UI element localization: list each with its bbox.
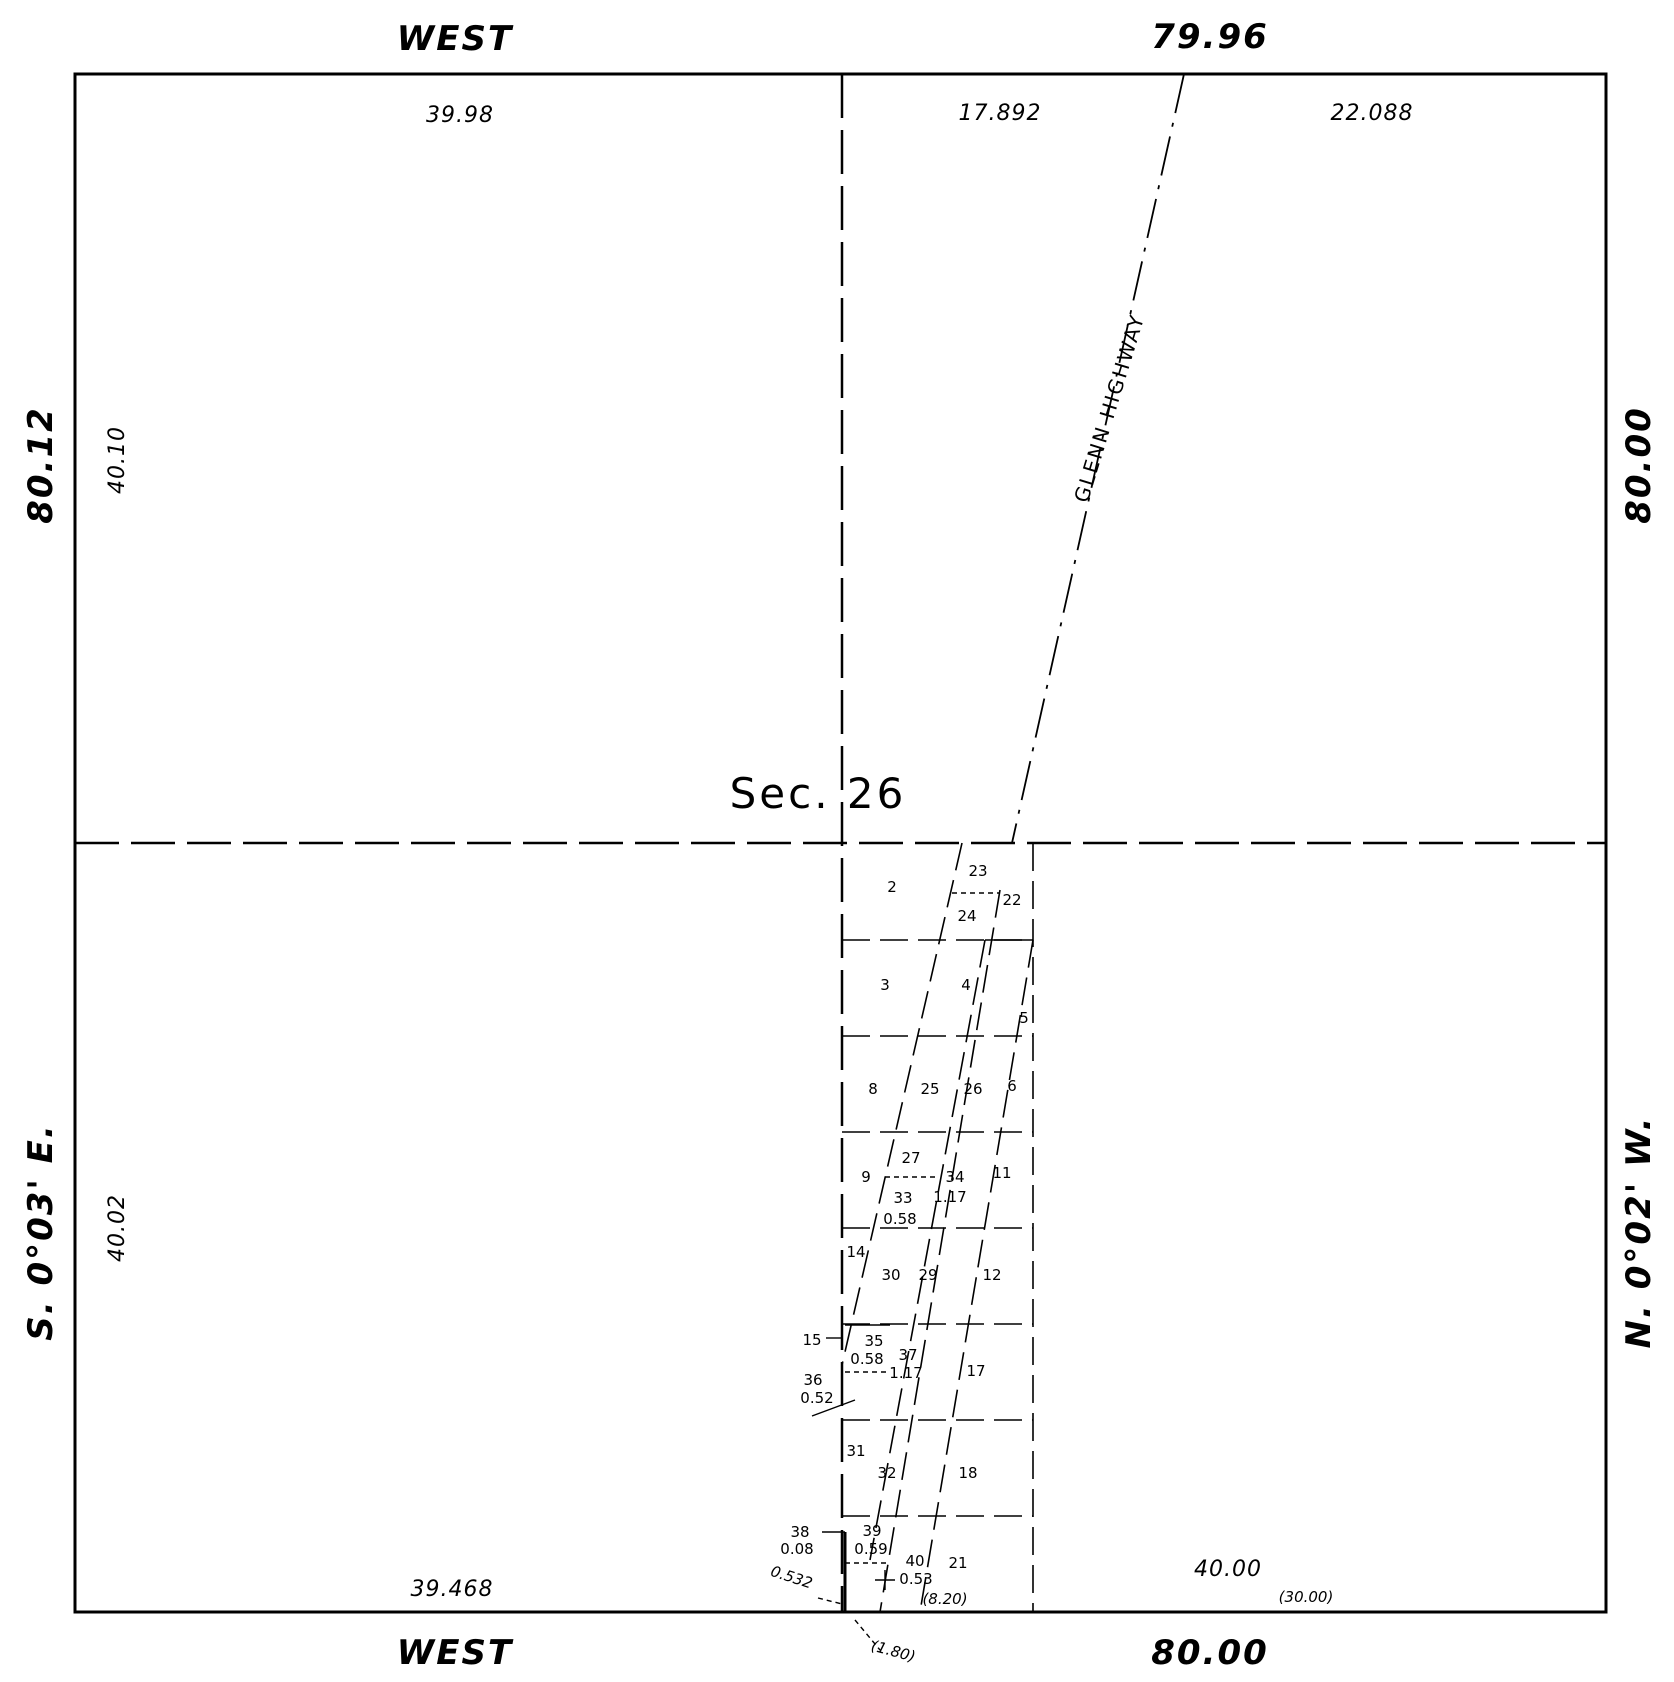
north-label: WEST: [397, 19, 514, 59]
lot-label: 5: [1019, 1009, 1029, 1027]
leader-36: [811, 1399, 856, 1417]
lot-label: 24: [957, 907, 976, 925]
east-bearing: N. 0°02' W.: [1619, 1116, 1659, 1349]
lot-label: 11: [992, 1164, 1011, 1182]
lot-label: 34: [945, 1168, 964, 1186]
leader-180: [854, 1619, 881, 1651]
lot-label: 29: [918, 1266, 937, 1284]
dim-lot-tail-532: 0.532: [768, 1562, 814, 1592]
dim-ne-top-left: 17.892: [959, 101, 1042, 126]
lot-label: 33: [893, 1189, 912, 1207]
south-distance: 80.00: [1151, 1633, 1269, 1673]
lot-label: 1.17: [889, 1364, 922, 1382]
lot-label: 36: [803, 1371, 822, 1389]
dim-lot-tail-paren: (1.80): [869, 1637, 917, 1666]
lot-label: 35: [864, 1332, 883, 1350]
section-label: Sec. 26: [730, 769, 907, 818]
lot-subdivision: [811, 842, 1034, 1651]
dim-ne-top-right: 22.088: [1331, 101, 1414, 126]
lot-label: 32: [877, 1464, 896, 1482]
south-label: WEST: [397, 1633, 514, 1673]
lot-label: 18: [958, 1464, 977, 1482]
lot-label: 40: [905, 1552, 924, 1570]
lot-label: 31: [846, 1442, 865, 1460]
dim-se-bottom-paren: (30.00): [1279, 1588, 1334, 1606]
lot-label: 27: [901, 1149, 920, 1167]
leader-532: [817, 1597, 843, 1605]
lot-label: 39: [862, 1522, 881, 1540]
lot-label: 12: [982, 1266, 1001, 1284]
glenn-highway-centerline: [1011, 73, 1185, 844]
lot-label: 0.58: [850, 1350, 883, 1368]
row-mid-line: [879, 889, 1001, 1613]
west-distance: 80.12: [21, 406, 61, 524]
west-bearing: S. 0°03' E.: [21, 1123, 61, 1341]
lot-label: 15: [802, 1331, 821, 1349]
lot-label: 3: [880, 976, 890, 994]
lot-label: 23: [968, 862, 987, 880]
lot-label: 0.53: [899, 1570, 932, 1588]
lot-label: 9: [861, 1168, 871, 1186]
lot-label: 2: [887, 878, 897, 896]
dim-nw-left: 40.10: [105, 426, 130, 494]
lot-label: 17: [966, 1362, 985, 1380]
lot-label: 0.58: [883, 1210, 916, 1228]
lot-label: 1.17: [933, 1188, 966, 1206]
lot-label: 37: [898, 1346, 917, 1364]
lot-label: 0.08: [780, 1540, 813, 1558]
lot-label: 0.52: [800, 1389, 833, 1407]
lot-label: 38: [790, 1523, 809, 1541]
dim-nw-top: 39.98: [426, 103, 494, 128]
row-inner-line: [869, 939, 986, 1561]
lot-label: 0.59: [854, 1540, 887, 1558]
lot-labels: 2 23 22 24 3 4 5 8 25 26 6 27 9 34 11 33…: [780, 862, 1028, 1588]
north-distance: 79.96: [1151, 17, 1269, 57]
lot-label: 4: [961, 976, 971, 994]
row-west-line: [841, 842, 963, 1366]
lot-label: 21: [948, 1554, 967, 1572]
lot-label: 26: [963, 1080, 982, 1098]
dim-sw-bottom: 39.468: [411, 1577, 494, 1602]
lot-label: 25: [920, 1080, 939, 1098]
dim-lot-bottom-paren: (8.20): [922, 1590, 967, 1608]
dim-sw-left: 40.02: [105, 1194, 130, 1262]
east-distance: 80.00: [1619, 406, 1659, 524]
lot-label: 8: [868, 1080, 878, 1098]
lot-label: 14: [846, 1243, 865, 1261]
lot-label: 6: [1007, 1077, 1017, 1095]
lot-label: 22: [1002, 891, 1021, 909]
lot-label: 30: [881, 1266, 900, 1284]
dim-se-bottom: 40.00: [1194, 1557, 1262, 1582]
road-label: GLENN HIGHWAY: [1069, 311, 1149, 506]
